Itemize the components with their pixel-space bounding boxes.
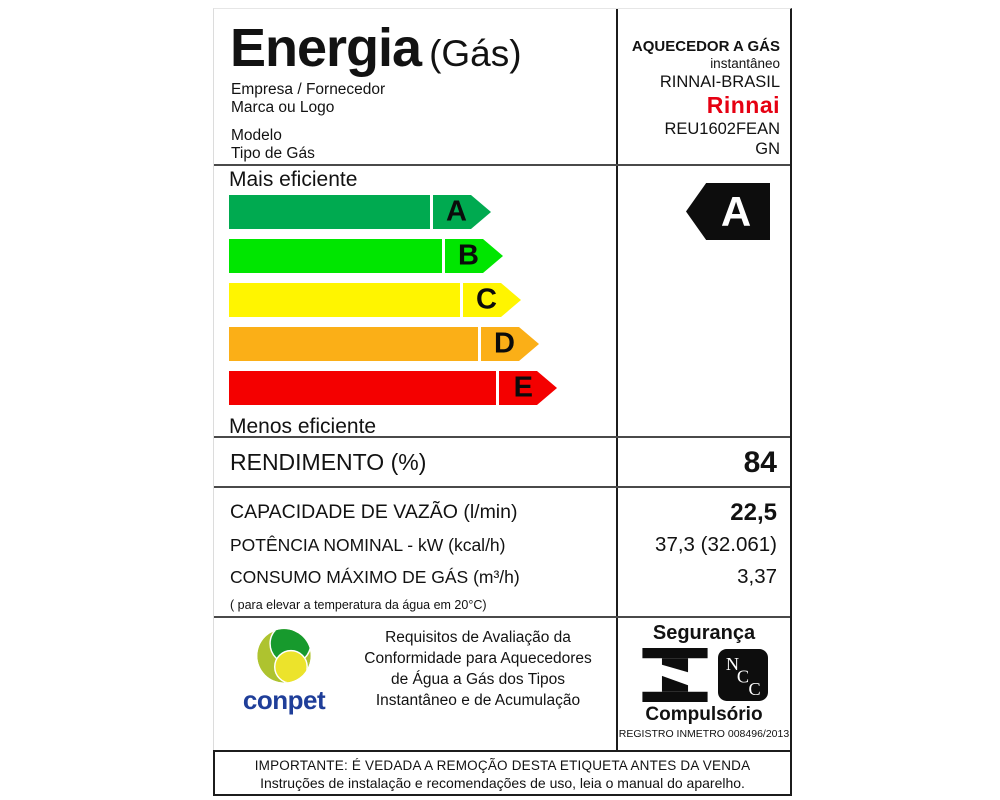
bar-grade-label: E	[513, 371, 533, 404]
rinnai-logo: Rinnai	[706, 92, 780, 118]
inmetro-mark-icon	[641, 648, 708, 702]
bar-grade-label: C	[476, 283, 497, 316]
spec-capacidade-label: CAPACIDADE DE VAZÃO (l/min)	[230, 501, 518, 523]
title-energia: Energia	[230, 18, 422, 78]
compulsorio-label: Compulsório	[645, 704, 763, 725]
notice-line-1: IMPORTANTE: É VEDADA A REMOÇÃO DESTA ETI…	[254, 758, 751, 773]
header-section: Energia (Gás) Empresa / Fornecedor Marca …	[214, 9, 790, 166]
rating-arrow: A	[686, 183, 770, 240]
performance-label: RENDIMENTO (%)	[230, 448, 427, 475]
bar-grade-label: A	[446, 195, 467, 228]
inmetro-registry: REGISTRO INMETRO 008496/2013	[618, 728, 790, 740]
efficiency-bar-D: D	[229, 327, 539, 361]
efficiency-bar-E: E	[229, 371, 557, 405]
certification-marks: N C C	[618, 648, 790, 702]
product-model: REU1602FEAN	[664, 120, 780, 138]
rating-letter: A	[720, 187, 752, 235]
ncc-letter: C	[736, 667, 748, 687]
supplier-fields: Empresa / Fornecedor Marca ou Logo Model…	[231, 81, 616, 163]
spec-consumo-value: 3,37	[737, 565, 777, 588]
field-tipo-de-gas: Tipo de Gás	[231, 145, 315, 162]
product-subcategory: instantâneo	[710, 56, 780, 71]
product-gas-type: GN	[755, 140, 780, 158]
header-left-column: Energia (Gás) Empresa / Fornecedor Marca …	[214, 9, 616, 164]
bar-grade-label: D	[494, 327, 515, 360]
requirements-line: Instantâneo e de Acumulação	[375, 692, 581, 709]
field-empresa-fornecedor: Empresa / Fornecedor	[231, 81, 386, 98]
requirements-line: Conformidade para Aquecedores	[364, 650, 592, 667]
spec-capacidade-value: 22,5	[730, 499, 777, 526]
bar-separator	[442, 239, 445, 273]
ncc-mark-icon: N C C	[717, 649, 768, 701]
requirements-text: Requisitos de Avaliação da Conformidade …	[340, 627, 616, 750]
ncc-letter: C	[748, 679, 760, 699]
page-title: Energia (Gás)	[214, 9, 616, 77]
conpet-logo: conpet	[228, 628, 340, 750]
spec-potencia-value: 37,3 (32.061)	[655, 533, 777, 556]
bar-separator	[496, 371, 499, 405]
efficiency-bar-A: A	[229, 195, 491, 229]
conpet-wordmark: conpet	[242, 685, 326, 715]
requirements-line: de Água a Gás dos Tipos	[390, 671, 566, 688]
notice-box: IMPORTANTE: É VEDADA A REMOÇÃO DESTA ETI…	[213, 750, 792, 796]
efficiency-bar-B: B	[229, 239, 503, 273]
specs-labels: CAPACIDADE DE VAZÃO (l/min) POTÊNCIA NOM…	[214, 488, 616, 616]
bar-separator	[478, 327, 481, 361]
energy-label: Energia (Gás) Empresa / Fornecedor Marca …	[213, 8, 792, 796]
efficiency-bar-C: C	[229, 283, 521, 317]
seguranca-label: Segurança	[652, 622, 756, 644]
conpet-swirl-icon	[257, 629, 311, 683]
bar-separator	[460, 283, 463, 317]
field-modelo: Modelo	[231, 127, 282, 144]
more-efficient-label: Mais eficiente	[229, 168, 358, 191]
bar-separator	[430, 195, 433, 229]
title-gas-suffix: (Gás)	[429, 33, 522, 74]
less-efficient-label: Menos eficiente	[229, 415, 377, 438]
specs-section: CAPACIDADE DE VAZÃO (l/min) POTÊNCIA NOM…	[214, 488, 790, 618]
spec-potencia-label: POTÊNCIA NOMINAL - kW (kcal/h)	[230, 535, 506, 555]
ncc-letter: N	[725, 654, 738, 674]
footer-section: conpet Requisitos de Avaliação da Confor…	[214, 618, 790, 750]
notice-line-2: Instruções de instalação e recomendações…	[260, 775, 745, 791]
performance-row: RENDIMENTO (%) 84	[214, 438, 790, 488]
product-info-column: AQUECEDOR A GÁS instantâneo RINNAI-BRASI…	[616, 9, 790, 164]
security-column: Segurança N C C Compulsório REGISTRO INM…	[616, 618, 790, 750]
performance-value: 84	[616, 438, 790, 486]
bar-grade-label: B	[458, 239, 479, 272]
spec-consumo-label: CONSUMO MÁXIMO DE GÁS (m³/h)	[230, 567, 520, 587]
footer-left: conpet Requisitos de Avaliação da Confor…	[214, 618, 616, 750]
requirements-line: Requisitos de Avaliação da	[385, 629, 571, 646]
product-manufacturer: RINNAI-BRASIL	[659, 73, 780, 91]
specs-values: 22,5 37,3 (32.061) 3,37	[616, 488, 790, 616]
spec-note: ( para elevar a temperatura da água em 2…	[230, 598, 487, 612]
rating-column: A	[616, 166, 790, 436]
field-marca-ou-logo: Marca ou Logo	[231, 99, 335, 116]
product-category: AQUECEDOR A GÁS	[631, 38, 780, 55]
